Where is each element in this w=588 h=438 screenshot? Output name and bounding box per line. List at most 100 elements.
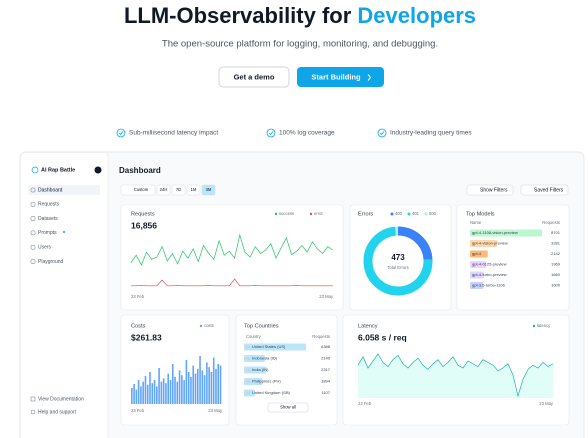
country-name: United States (US) <box>252 344 286 349</box>
card-title: Top Models <box>466 211 495 217</box>
nav-icon <box>30 244 36 250</box>
sidebar <box>21 153 108 438</box>
column-header: Name <box>470 220 482 225</box>
cost-bar <box>131 388 133 404</box>
legend-swatch <box>407 212 411 216</box>
x-label: 23 Feb <box>131 294 145 299</box>
time-filter[interactable] <box>120 184 156 196</box>
legend-label: 400 <box>395 211 403 216</box>
legend-swatch <box>274 212 278 216</box>
flag <box>246 345 250 349</box>
nav-item[interactable]: Dashboard <box>38 187 63 193</box>
time-filter[interactable] <box>156 184 171 196</box>
donut-total-label: Total Errors <box>387 265 408 270</box>
legend-label: costs <box>204 323 214 328</box>
nav-icon <box>30 230 36 236</box>
sidebar-link[interactable]: View Documentation <box>38 396 84 402</box>
line-series <box>131 278 333 287</box>
feature-icons <box>116 128 387 138</box>
show-all-button[interactable] <box>267 402 309 413</box>
title-main: LLM-Observability for <box>124 3 357 28</box>
model-bar <box>470 229 542 237</box>
chevron-icon <box>367 74 372 81</box>
model-bar <box>470 282 484 289</box>
start-button-label[interactable]: Start Building <box>311 72 361 81</box>
card-value: $261.83 <box>131 332 162 342</box>
cost-bar <box>215 368 217 404</box>
doc-icon <box>30 396 36 402</box>
model-bar <box>470 261 487 268</box>
time-filter[interactable] <box>186 184 201 196</box>
country-requests: 1894 <box>321 379 331 384</box>
legend-label: error <box>314 211 323 216</box>
nav-item[interactable]: Requests <box>38 202 60 208</box>
demo-button[interactable] <box>218 66 290 88</box>
card-title: Requests <box>131 211 155 217</box>
cost-bar <box>203 375 206 404</box>
country-requests: 2317 <box>321 367 331 372</box>
time-filter[interactable] <box>171 184 186 196</box>
show-filters-button[interactable] <box>466 184 514 196</box>
cost-bar <box>217 364 220 404</box>
nav-item[interactable]: Prompts <box>38 230 57 236</box>
time-filter-label[interactable]: 7D <box>176 187 181 192</box>
x-label: 23 May <box>539 401 554 406</box>
time-filter-label[interactable]: 1M <box>191 187 197 192</box>
cost-bar <box>210 372 213 404</box>
cost-bar <box>174 376 176 404</box>
dashboard-title: Dashboard <box>119 166 161 175</box>
cost-bar <box>171 364 174 404</box>
hero-subtitle: The open-source platform for logging, mo… <box>162 39 438 50</box>
model-name: gpt-3.5-turbo-1106 <box>472 283 506 288</box>
show-filters-label[interactable]: Show Filters <box>480 187 508 193</box>
sidebar-link[interactable]: Help and support <box>38 409 77 415</box>
flag <box>246 368 250 372</box>
nav-item[interactable]: Datasets <box>38 216 58 222</box>
nav-active <box>28 185 100 195</box>
start-button[interactable] <box>297 67 384 87</box>
cost-bar <box>144 376 147 404</box>
flag <box>246 357 250 360</box>
saved-filters-button[interactable] <box>520 184 569 196</box>
nav-icon <box>30 216 36 221</box>
nav-icon <box>30 202 36 207</box>
nav-icon <box>30 187 36 193</box>
model-name: gpt-4-turbo-preview <box>472 272 507 277</box>
latency-line <box>357 353 554 398</box>
legend-swatch <box>390 212 394 216</box>
donut-segment <box>363 226 433 296</box>
model-bar <box>470 250 488 258</box>
nav-item[interactable]: Playground <box>38 259 64 265</box>
time-filter[interactable] <box>201 184 216 196</box>
time-filter-label[interactable]: 3M <box>206 187 212 192</box>
show-all-label[interactable]: Show all <box>280 405 296 410</box>
cost-bar <box>146 384 149 404</box>
model-requests: 3281 <box>551 241 561 246</box>
flag <box>246 391 250 395</box>
demo-button-label[interactable]: Get a demo <box>234 72 275 81</box>
country-name: Philippines (PH) <box>252 379 281 384</box>
avatar <box>94 166 102 174</box>
cost-bar <box>135 389 138 404</box>
model-requests: 1660 <box>551 272 561 277</box>
cost-bar <box>142 381 144 404</box>
card-value: 16,856 <box>131 220 157 230</box>
time-filter-label[interactable]: 24H <box>160 187 168 192</box>
cost-bar <box>212 357 215 404</box>
nav-item[interactable]: Users <box>38 245 52 251</box>
time-filter-label[interactable]: Custom <box>134 187 149 192</box>
saved-filters-label[interactable]: Saved Filters <box>534 187 564 193</box>
country-name: United Kingdom (GB) <box>252 390 291 395</box>
cost-bar <box>167 373 169 404</box>
cost-bar <box>169 380 172 404</box>
cost-bar <box>199 356 201 404</box>
country-requests: 1107 <box>321 390 330 395</box>
cost-bar <box>201 370 204 404</box>
x-label: 23 May <box>208 408 223 413</box>
card-title: Top Countries <box>244 323 279 329</box>
x-label: 23 Feb <box>358 401 372 406</box>
cost-bar <box>185 360 188 404</box>
country-requests: 2140 <box>321 356 331 361</box>
feature: Industry-leading query times <box>390 130 472 137</box>
